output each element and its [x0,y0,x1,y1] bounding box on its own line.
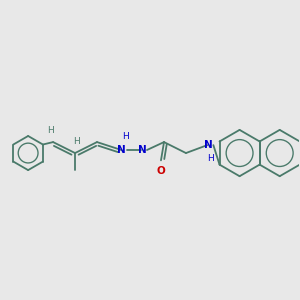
Text: H: H [122,133,128,142]
Text: N: N [117,145,126,155]
Text: N: N [138,145,146,155]
Text: O: O [157,167,165,176]
Text: H: H [73,137,80,146]
Text: H: H [207,154,214,163]
Text: N: N [203,140,212,150]
Text: H: H [47,126,54,135]
